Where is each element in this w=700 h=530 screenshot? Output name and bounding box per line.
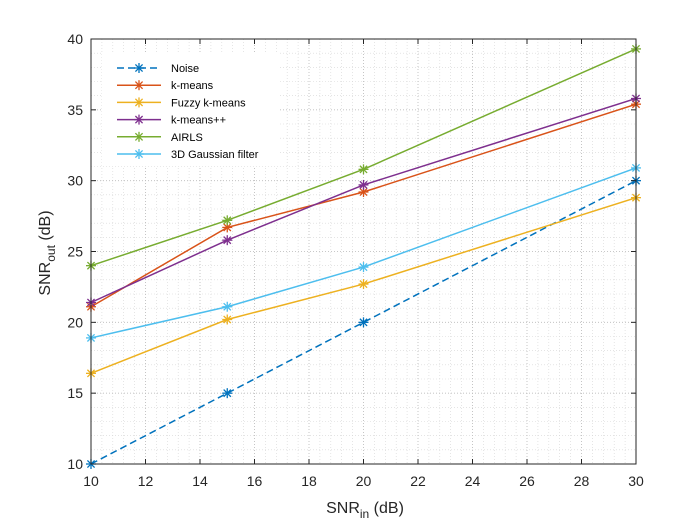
series-marker (134, 80, 144, 91)
y-tick-label: 40 (67, 31, 83, 47)
series-marker (222, 215, 233, 226)
x-tick-label: 12 (138, 473, 154, 489)
y-tick-label: 10 (67, 456, 83, 472)
y-tick-label: 15 (67, 385, 83, 401)
series-marker (134, 149, 144, 159)
y-axis-label: SNRout (dB) (37, 210, 58, 295)
series-marker (358, 279, 369, 290)
y-tick-label: 35 (67, 102, 83, 118)
y-tick-label: 30 (67, 173, 83, 189)
legend-label: 3D Gaussian filter (171, 149, 259, 161)
legend-item: 3D Gaussian filter (117, 149, 259, 161)
series-marker (222, 222, 233, 233)
axis-ticks (90, 38, 637, 465)
series-marker (222, 314, 233, 325)
x-tick-label: 18 (301, 473, 317, 489)
series-marker (134, 114, 144, 125)
series-marker (358, 179, 369, 190)
x-axis-label: SNRin (dB) (326, 500, 404, 521)
x-tick-label: 16 (247, 473, 263, 489)
series-marker (134, 131, 144, 142)
legend-item: AIRLS (117, 131, 203, 144)
x-tick-label: 22 (410, 473, 426, 489)
series-marker (222, 235, 233, 246)
legend-label: AIRLS (171, 132, 203, 144)
series-marker (358, 317, 369, 328)
x-tick-label: 20 (356, 473, 372, 489)
x-tick-label: 30 (628, 473, 644, 489)
series-line (90, 167, 637, 339)
x-tick-label: 26 (519, 473, 535, 489)
series-marker (134, 63, 144, 73)
series-marker (222, 388, 233, 399)
legend: Noise k-means Fuzzy k-means k-means++ AIRLS 3… (102, 52, 280, 166)
legend-item: Noise (117, 63, 199, 75)
legend-label: k-means (171, 80, 214, 92)
legend-item: k-means (117, 80, 214, 92)
series-marker (358, 262, 369, 273)
y-tick-label: 25 (67, 244, 83, 260)
legend-label: Fuzzy k-means (171, 97, 246, 109)
series-marker (358, 164, 369, 175)
x-tick-label: 14 (192, 473, 208, 489)
series-line (90, 48, 637, 267)
x-tick-labels: 10 12 14 16 18 20 22 24 26 28 30 (83, 473, 644, 489)
y-axis-label-group: SNRout (dB) (37, 210, 58, 295)
series-marker (134, 97, 144, 108)
legend-label: Noise (171, 63, 199, 75)
legend-label: k-means++ (171, 115, 226, 127)
y-tick-labels: 10 15 20 25 30 35 40 (67, 31, 83, 472)
legend-box (102, 52, 280, 166)
x-tick-label: 24 (465, 473, 481, 489)
x-tick-label: 28 (574, 473, 590, 489)
series-line (90, 196, 637, 375)
legend-item: k-means++ (117, 114, 226, 127)
y-tick-label: 20 (67, 314, 83, 330)
series-marker (222, 301, 233, 312)
series-line (90, 97, 637, 304)
x-tick-label: 10 (83, 473, 99, 489)
legend-item: Fuzzy k-means (117, 97, 246, 109)
series-line (90, 103, 637, 308)
